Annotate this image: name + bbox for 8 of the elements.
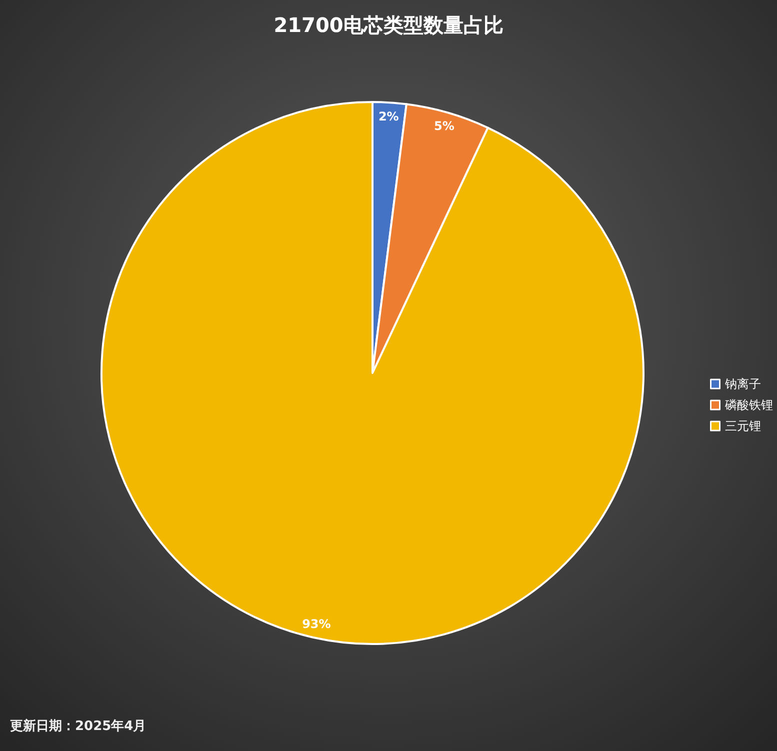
data-label: 93% [302,616,331,631]
data-label: 5% [434,119,454,134]
legend-label: 钠离子 [724,377,761,391]
chart-title: 21700电芯类型数量占比 [274,13,504,37]
data-label: 2% [378,110,399,124]
legend-label: 磷酸铁锂 [724,398,773,412]
text: 更新日期：2025年4月 [10,718,146,734]
legend-label: 三元锂 [724,419,761,433]
